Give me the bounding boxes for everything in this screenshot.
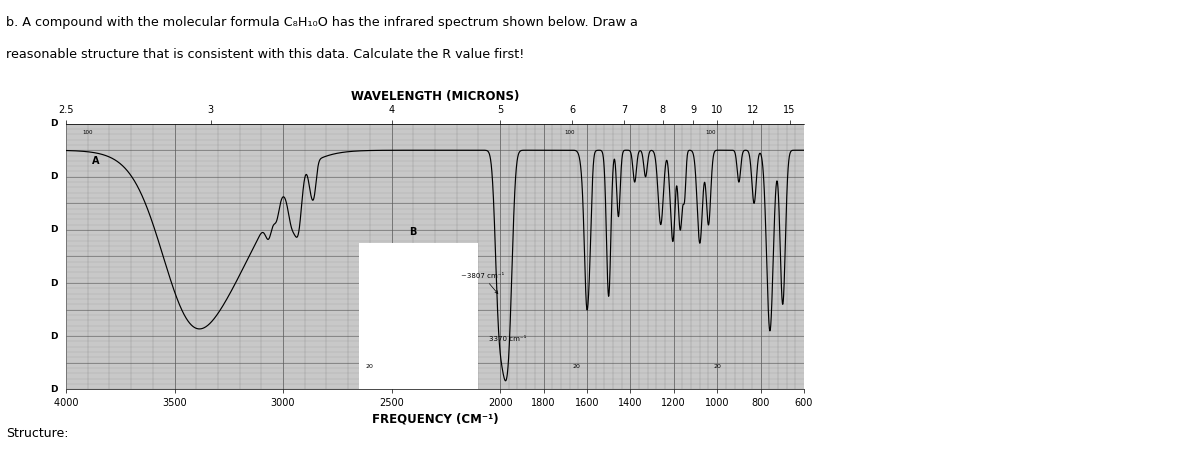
- Text: 20: 20: [572, 364, 580, 369]
- Text: D: D: [49, 225, 58, 234]
- Text: D: D: [49, 172, 58, 181]
- Text: B: B: [409, 227, 416, 237]
- Text: 3370 cm⁻¹: 3370 cm⁻¹: [490, 337, 527, 343]
- Text: reasonable structure that is consistent with this data. Calculate the R value fi: reasonable structure that is consistent …: [6, 48, 524, 61]
- Text: ~3807 cm⁻¹: ~3807 cm⁻¹: [461, 273, 504, 294]
- Text: D: D: [49, 119, 58, 128]
- X-axis label: FREQUENCY (CM⁻¹): FREQUENCY (CM⁻¹): [372, 413, 498, 425]
- Text: D: D: [49, 385, 58, 394]
- Text: D: D: [49, 332, 58, 341]
- Text: D: D: [49, 278, 58, 288]
- Text: b. A compound with the molecular formula C₈H₁₀O has the infrared spectrum shown : b. A compound with the molecular formula…: [6, 16, 638, 29]
- Text: Structure:: Structure:: [6, 427, 68, 440]
- X-axis label: WAVELENGTH (MICRONS): WAVELENGTH (MICRONS): [350, 91, 520, 104]
- Bar: [359, 243, 479, 389]
- Text: 100: 100: [564, 130, 575, 135]
- Text: 100: 100: [706, 130, 716, 135]
- Text: 20: 20: [713, 364, 721, 369]
- Text: 100: 100: [83, 130, 92, 135]
- Text: 20: 20: [366, 364, 374, 369]
- Text: A: A: [92, 156, 100, 165]
